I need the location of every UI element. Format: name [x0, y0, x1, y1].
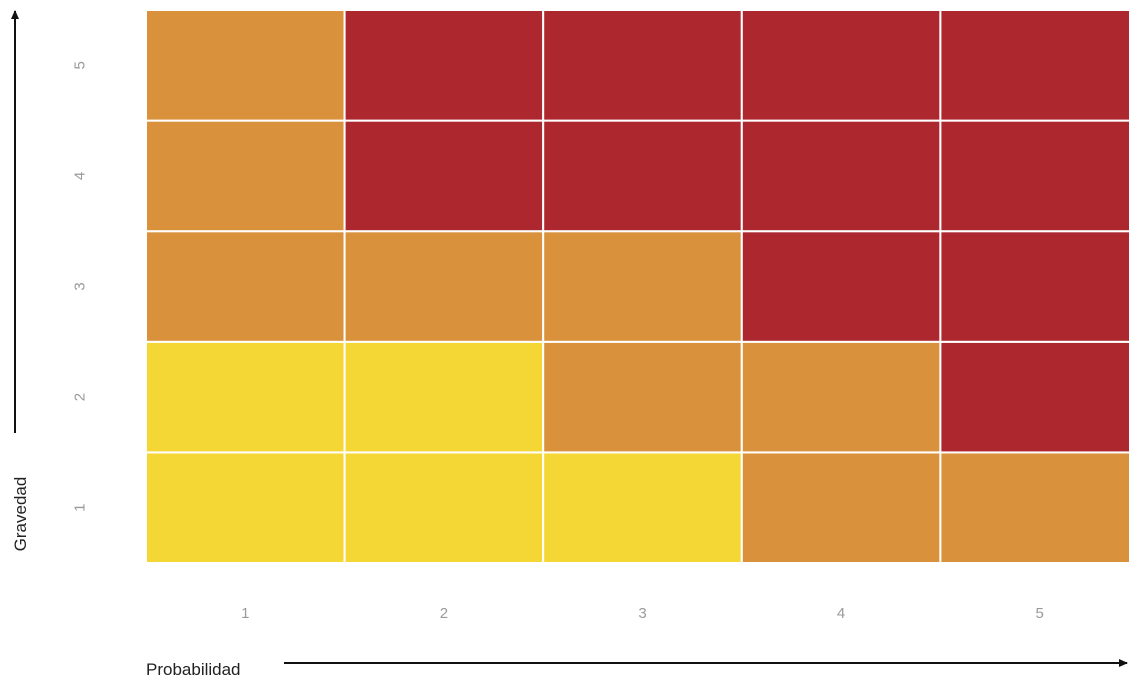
heatmap-cells — [145, 9, 1129, 564]
heatmap-cell-g4-p5 — [939, 119, 1129, 233]
heatmap-cell-g3-p4 — [740, 230, 942, 343]
y-axis-title: Gravedad — [11, 477, 30, 552]
heatmap-cell-g2-p1 — [145, 340, 346, 454]
heatmap-cell-g4-p1 — [145, 119, 346, 233]
heatmap-cell-g2-p3 — [542, 340, 743, 454]
y-tick-label: 3 — [72, 282, 89, 290]
heatmap-cell-g1-p3 — [542, 451, 743, 564]
heatmap-cell-g2-p5 — [939, 340, 1129, 454]
heatmap-cell-g3-p3 — [542, 230, 743, 343]
heatmap-cell-g4-p3 — [542, 119, 743, 233]
heatmap-cell-g3-p2 — [343, 230, 545, 343]
x-axis-ticks: 1 2 3 4 5 — [241, 605, 1044, 622]
x-axis-title: Probabilidad — [146, 660, 241, 679]
heatmap-cell-g5-p1 — [145, 9, 346, 122]
heatmap-cell-g5-p3 — [542, 9, 743, 122]
y-axis-ticks: 1 2 3 4 5 — [72, 61, 89, 512]
x-tick-label: 2 — [440, 605, 448, 622]
y-tick-label: 4 — [72, 172, 89, 180]
x-tick-label: 4 — [837, 605, 845, 622]
heatmap-cell-g1-p1 — [145, 451, 346, 564]
heatmap-cell-g5-p2 — [343, 9, 545, 122]
y-tick-label: 2 — [72, 393, 89, 401]
heatmap-cell-g1-p2 — [343, 451, 545, 564]
heatmap-cell-g5-p5 — [939, 9, 1129, 122]
heatmap-cell-g2-p4 — [740, 340, 942, 454]
y-tick-label: 5 — [72, 61, 89, 69]
x-tick-label: 5 — [1036, 605, 1044, 622]
heatmap-cell-g1-p4 — [740, 451, 942, 564]
x-tick-label: 1 — [241, 605, 249, 622]
heatmap-cell-g5-p4 — [740, 9, 942, 122]
heatmap-cell-g1-p5 — [939, 451, 1129, 564]
heatmap-cell-g3-p1 — [145, 230, 346, 343]
y-tick-label: 1 — [72, 504, 89, 512]
x-tick-label: 3 — [638, 605, 646, 622]
heatmap-cell-g2-p2 — [343, 340, 545, 454]
heatmap-cell-g4-p2 — [343, 119, 545, 233]
heatmap-cell-g3-p5 — [939, 230, 1129, 343]
heatmap-cell-g4-p4 — [740, 119, 942, 233]
